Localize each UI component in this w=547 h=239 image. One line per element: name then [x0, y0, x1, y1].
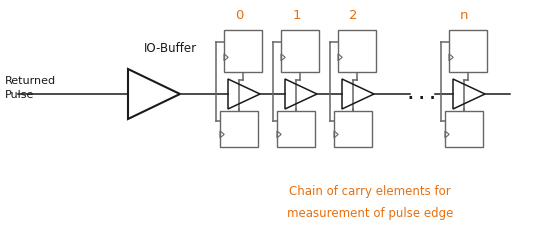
Text: measurement of pulse edge: measurement of pulse edge: [287, 206, 453, 219]
Text: 1: 1: [292, 9, 301, 22]
Bar: [277, 111, 315, 147]
Text: n: n: [460, 9, 469, 22]
Bar: [338, 30, 376, 72]
Text: Returned
Pulse: Returned Pulse: [5, 76, 56, 100]
Bar: [281, 30, 319, 72]
Bar: [449, 30, 487, 72]
Text: 2: 2: [349, 9, 358, 22]
Text: 0: 0: [235, 9, 243, 22]
Bar: [334, 111, 372, 147]
Bar: [224, 30, 262, 72]
Text: . . .: . . .: [408, 87, 436, 102]
Bar: [445, 111, 483, 147]
Text: Chain of carry elements for: Chain of carry elements for: [289, 185, 451, 197]
Text: IO-Buffer: IO-Buffer: [144, 42, 197, 55]
Bar: [220, 111, 258, 147]
